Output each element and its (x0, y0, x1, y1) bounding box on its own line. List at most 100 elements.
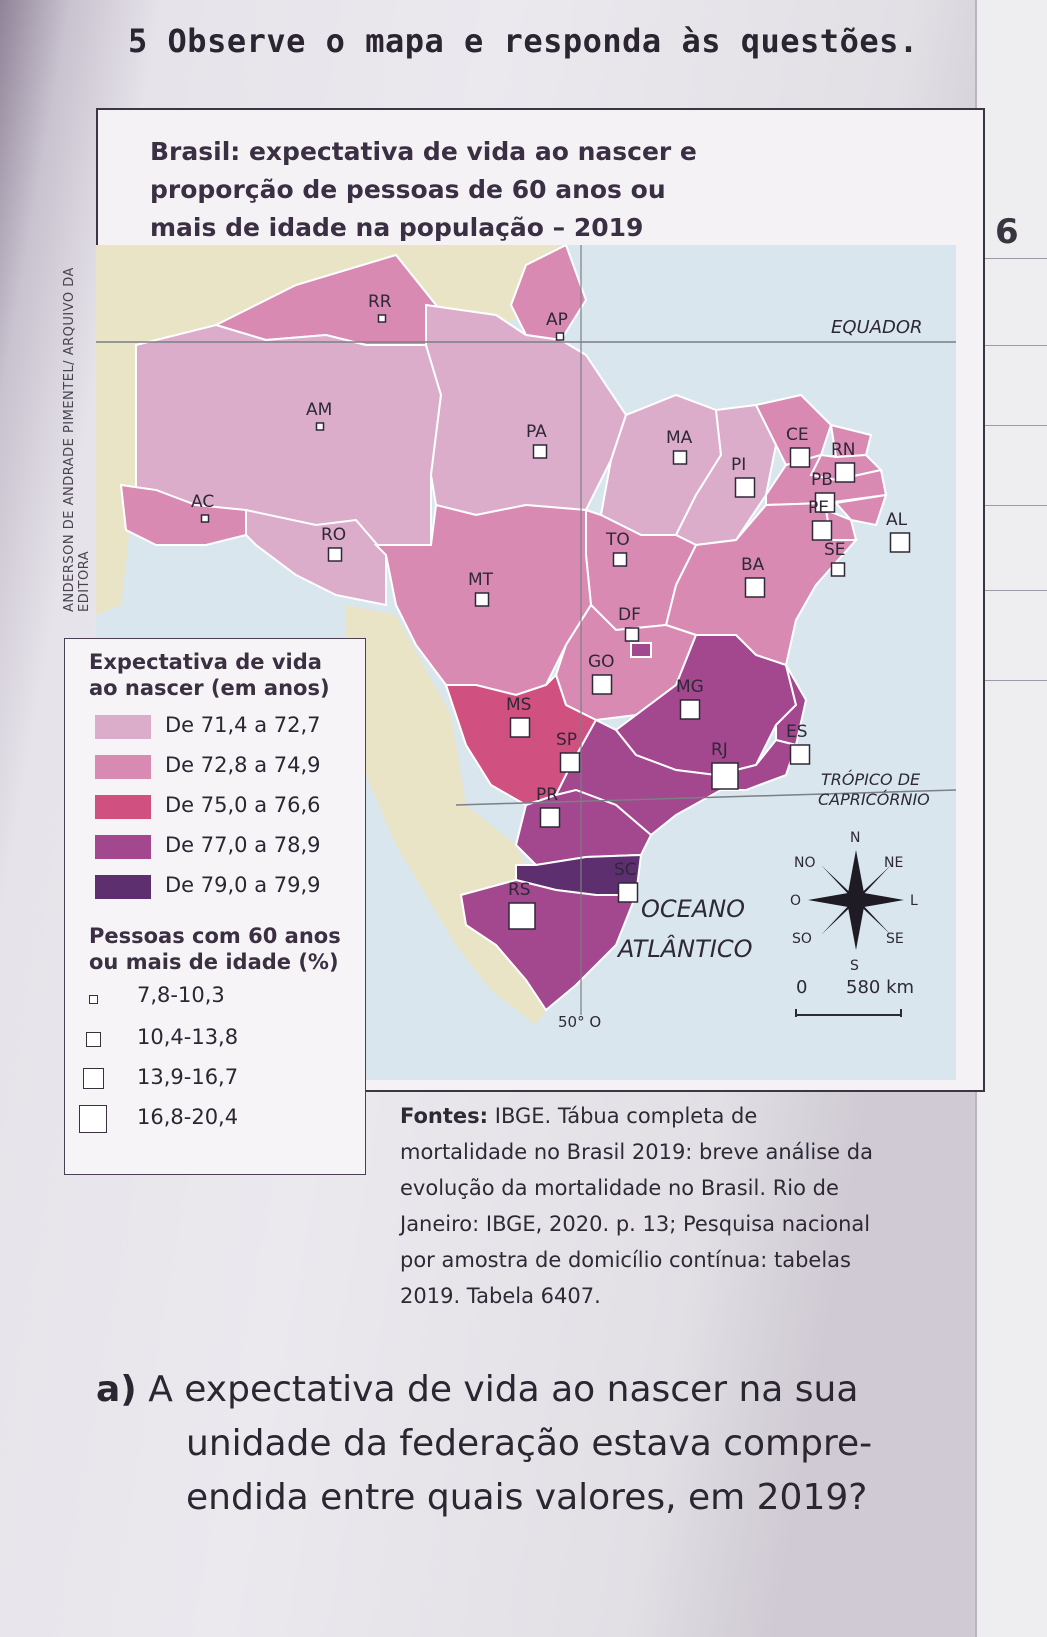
legend-label-elderly-2: 10,4-13,8 (137, 1025, 239, 1049)
state-label-mt: MT (468, 570, 494, 590)
page-marker: 6 (995, 212, 1019, 252)
state-label-rn: RN (831, 440, 856, 460)
elderly-box-es (789, 744, 811, 765)
elderly-box-rj (711, 762, 739, 790)
elderly-box-ms (509, 717, 531, 738)
elderly-box-ro (327, 547, 343, 562)
state-label-ma: MA (666, 428, 693, 448)
map-legend: Expectativa de vida ao nascer (em anos) … (64, 638, 366, 1175)
legend-box-elderly-2 (86, 1032, 101, 1047)
legend-label-elderly-4: 16,8-20,4 (137, 1105, 239, 1129)
compass-l: L (910, 893, 918, 909)
legend-label-life-2: De 72,8 a 74,9 (165, 753, 321, 777)
source-line: IBGE. Tábua completa de (494, 1104, 758, 1128)
state-label-pb: PB (811, 470, 833, 490)
state-label-ap: AP (546, 310, 568, 330)
map-source: Fontes: IBGE. Tábua completa de mortalid… (400, 1098, 970, 1314)
tropic-label: CAPRICÓRNIO (818, 790, 930, 809)
scale-distance: 580 km (846, 977, 914, 998)
compass-ne: NE (884, 855, 903, 871)
state-label-pr: PR (536, 785, 558, 805)
map-title-line: Brasil: expectativa de vida ao nascer e (150, 137, 697, 166)
legend-swatch-life-5 (95, 875, 151, 899)
scale-zero: 0 (796, 977, 807, 998)
legend-swatch-life-4 (95, 835, 151, 859)
map-credit: ANDERSON DE ANDRADE PIMENTEL/ ARQUIVO DA… (62, 267, 92, 612)
state-label-mg: MG (676, 677, 704, 697)
elderly-box-pb (814, 492, 836, 513)
adjacent-page-edge (975, 0, 1047, 1637)
elderly-box-pe (811, 520, 833, 541)
state-label-sc: SC (614, 860, 637, 880)
source-line: mortalidade no Brasil 2019: breve anális… (400, 1140, 873, 1164)
legend-label-elderly-3: 13,9-16,7 (137, 1065, 239, 1089)
state-label-df: DF (618, 605, 641, 625)
legend-label-life-5: De 79,0 a 79,9 (165, 873, 321, 897)
state-label-es: ES (786, 722, 808, 742)
compass-se: SE (886, 931, 904, 947)
elderly-box-ma (672, 450, 688, 465)
compass-o: O (790, 893, 801, 909)
ocean-label: ATLÂNTICO (616, 934, 752, 963)
question-heading: 5 Observe o mapa e responda às questões. (128, 22, 919, 60)
elderly-box-se (830, 562, 846, 577)
elderly-box-rn (834, 462, 856, 483)
legend-label-life-3: De 75,0 a 76,6 (165, 793, 321, 817)
question-number: 5 (128, 22, 148, 60)
elderly-box-rs (508, 902, 536, 930)
state-label-to: TO (605, 530, 630, 550)
legend-swatch-life-3 (95, 795, 151, 819)
legend-label-elderly-1: 7,8-10,3 (137, 983, 225, 1007)
source-label: Fontes: (400, 1104, 489, 1128)
state-df (630, 642, 652, 658)
legend-life-title: Expectativa de vida (89, 650, 322, 674)
state-al (834, 493, 888, 527)
state-label-pi: PI (731, 455, 746, 475)
legend-swatch-life-1 (95, 715, 151, 739)
legend-elderly-title: ou mais de idade (%) (89, 950, 339, 974)
state-label-rs: RS (508, 880, 531, 900)
source-line: Janeiro: IBGE, 2020. p. 13; Pesquisa nac… (400, 1212, 871, 1236)
meridian-label: 50° O (558, 1013, 601, 1031)
state-label-pe: PE (808, 498, 829, 518)
elderly-box-mt (474, 592, 490, 607)
state-label-ac: AC (191, 492, 214, 512)
state-label-pa: PA (526, 422, 547, 442)
elderly-box-rr (377, 314, 387, 323)
elderly-box-ap (555, 332, 565, 341)
equator-label: EQUADOR (831, 317, 923, 338)
compass-n: N (850, 830, 860, 846)
elderly-box-am (315, 422, 325, 431)
legend-label-life-4: De 77,0 a 78,9 (165, 833, 321, 857)
map-title-line: proporção de pessoas de 60 anos ou (150, 175, 666, 204)
elderly-box-go (591, 674, 613, 695)
elderly-box-pr (539, 807, 561, 828)
elderly-box-to (612, 552, 628, 567)
map-title-line: mais de idade na população – 2019 (150, 213, 644, 242)
map-title: Brasil: expectativa de vida ao nascer e … (150, 133, 790, 247)
legend-box-elderly-3 (83, 1068, 104, 1089)
question-a-label: a) (96, 1369, 137, 1410)
state-label-go: GO (588, 652, 615, 672)
source-line: evolução da mortalidade no Brasil. Rio d… (400, 1176, 839, 1200)
state-label-ro: RO (321, 525, 346, 545)
elderly-box-mg (679, 699, 701, 720)
tropic-label: TRÓPICO DE (821, 770, 921, 789)
elderly-box-pi (734, 477, 756, 498)
state-label-ms: MS (506, 695, 531, 715)
elderly-box-al (889, 532, 911, 553)
elderly-box-sc (617, 882, 639, 903)
state-label-ce: CE (786, 425, 809, 445)
legend-box-elderly-4 (79, 1105, 107, 1133)
compass-so: SO (792, 931, 812, 947)
state-label-rr: RR (368, 292, 392, 312)
state-label-sp: SP (556, 730, 577, 750)
state-label-am: AM (306, 400, 332, 420)
legend-label-life-1: De 71,4 a 72,7 (165, 713, 321, 737)
scale-bar: 0 580 km (795, 977, 914, 1017)
question-a: a) A expectativa de vida ao nascer na su… (96, 1363, 996, 1525)
elderly-box-sp (559, 752, 581, 773)
legend-swatch-life-2 (95, 755, 151, 779)
tropic-line (455, 789, 956, 806)
elderly-box-ce (789, 447, 811, 468)
